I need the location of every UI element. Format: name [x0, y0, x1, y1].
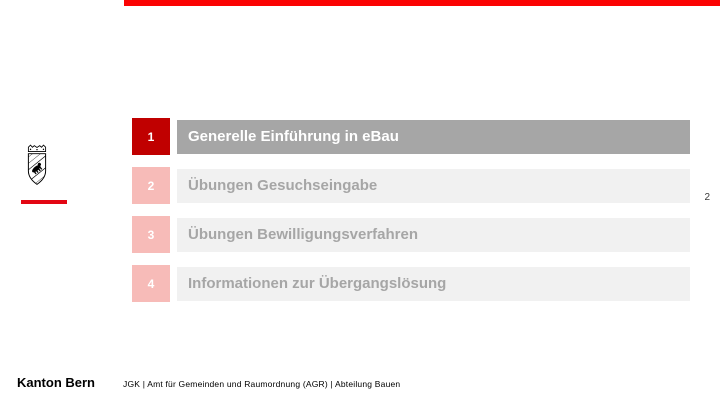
bern-coat-of-arms [26, 144, 48, 186]
agenda-item: 4 Informationen zur Übergangslösung [132, 265, 690, 302]
agenda-item-label: Übungen Bewilligungsverfahren [177, 217, 690, 252]
agenda-item: 2 Übungen Gesuchseingabe [132, 167, 690, 204]
agenda-item-label: Generelle Einführung in eBau [177, 119, 690, 154]
footer-department: JGK | Amt für Gemeinden und Raumordnung … [123, 379, 401, 389]
footer-canton-label: Kanton Bern [17, 375, 95, 390]
agenda-item-number: 4 [132, 265, 170, 302]
crest-red-underline [21, 200, 67, 204]
agenda-item-label: Informationen zur Übergangslösung [177, 266, 690, 301]
agenda-list: 1 Generelle Einführung in eBau 2 Übungen… [132, 118, 690, 314]
agenda-item-number: 3 [132, 216, 170, 253]
page-number: 2 [704, 192, 710, 203]
agenda-item-label: Übungen Gesuchseingabe [177, 168, 690, 203]
agenda-item-number: 1 [132, 118, 170, 155]
agenda-item-number: 2 [132, 167, 170, 204]
agenda-item: 3 Übungen Bewilligungsverfahren [132, 216, 690, 253]
agenda-item: 1 Generelle Einführung in eBau [132, 118, 690, 155]
bern-bear-crest-icon [27, 144, 47, 185]
top-accent-bar [124, 0, 720, 6]
